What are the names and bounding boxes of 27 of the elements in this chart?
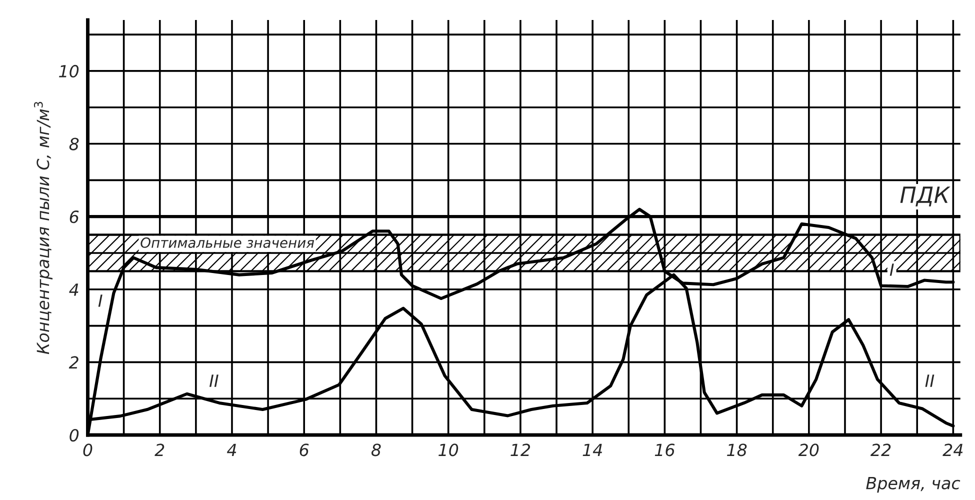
ref-line-label: ПДК [900, 186, 950, 206]
x-tick-label: 8 [371, 444, 381, 456]
y-tick-label: 2 [68, 356, 78, 369]
x-tick-label: 18 [727, 444, 747, 456]
x-tick-label: 6 [300, 444, 309, 456]
x-axis-title: Время, час [866, 477, 960, 493]
x-tick-label: 14 [582, 444, 602, 456]
y-tick-label: 6 [70, 210, 79, 224]
x-tick-label: 0 [83, 444, 92, 456]
annotation: II [925, 374, 934, 387]
band-label: Оптимальные значения [140, 237, 314, 248]
y-tick-label: 10 [59, 64, 79, 78]
x-tick-label: 24 [942, 444, 963, 456]
annotation: II [209, 374, 218, 387]
x-tick-label: 4 [226, 444, 236, 456]
x-tick-label: 22 [870, 444, 891, 456]
annotation: I [890, 264, 894, 276]
y-axis-title: Концентрация пыли С, мг/м$^{3}$ [34, 102, 52, 354]
x-tick-label: 12 [510, 444, 530, 456]
x-tick-label: 16 [654, 444, 675, 456]
x-tick-label: 20 [798, 444, 819, 456]
x-tick-label: 10 [438, 444, 458, 456]
x-tick-label: 2 [154, 444, 164, 456]
y-tick-label: 4 [69, 284, 78, 296]
y-tick-label: 0 [70, 428, 79, 442]
annotation: I [98, 294, 102, 307]
y-tick-label: 8 [69, 138, 79, 150]
